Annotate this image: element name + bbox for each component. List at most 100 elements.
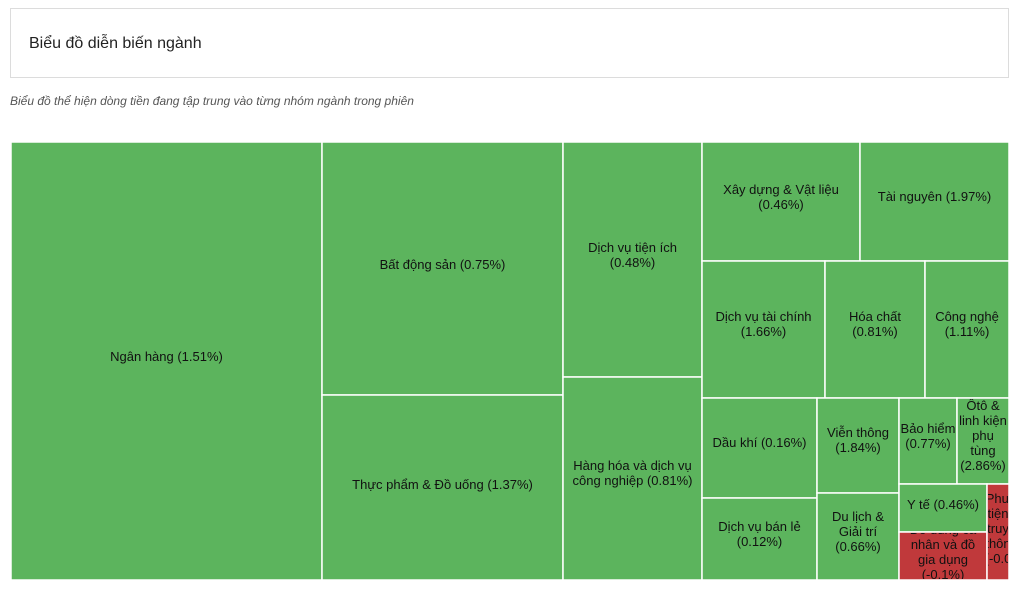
tile-hoa-chat[interactable]: Hóa chất (0.81%) [824, 260, 926, 399]
tile-label-cong-nghe: Công nghệ (1.11%) [935, 309, 999, 339]
tile-label-line: Hàng hóa và dịch vụ [573, 458, 692, 473]
tile-label-line: Dịch vụ tài chính [715, 309, 811, 324]
tile-label-line: (-0.0 [985, 551, 1012, 566]
tile-bat-dong-san[interactable]: Bất động sản (0.75%) [321, 141, 564, 396]
tile-label-line: Phư [986, 491, 1011, 506]
tile-label-phuong-tien: Phư tiện truy thôn (-0.0 [985, 491, 1012, 566]
tile-label-line: công nghiệp (0.81%) [573, 473, 693, 488]
tile-label-line: Bảo hiểm [901, 421, 956, 436]
tile-label-vien-thong: Viễn thông (1.84%) [827, 425, 889, 455]
tile-hang-hoa[interactable]: Hàng hóa và dịch vụ công nghiệp (0.81%) [562, 376, 703, 581]
tile-label-dich-vu-ban-le: Dịch vụ bán lẻ (0.12%) [718, 519, 800, 549]
tile-label-du-lich: Du lịch & Giải trí (0.66%) [832, 509, 884, 554]
tile-label-line: Ngân hàng (1.51%) [110, 349, 223, 364]
tile-label-line: (0.77%) [905, 436, 951, 451]
chart-header: Biểu đồ diễn biến ngành [10, 8, 1009, 78]
tile-label-line: Dịch vụ tiện ích [588, 240, 677, 255]
tile-label-thuc-pham: Thực phẩm & Đồ uống (1.37%) [352, 477, 533, 492]
tile-oto[interactable]: Ôtô & linh kiện phụ tùng (2.86%) [956, 397, 1010, 485]
tile-label-line: Viễn thông [827, 425, 889, 440]
tile-label-dau-khi: Dầu khí (0.16%) [713, 435, 807, 450]
tile-label-y-te: Y tế (0.46%) [907, 497, 979, 512]
tile-label-line: Dầu khí (0.16%) [713, 435, 807, 450]
tile-label-xay-dung: Xây dựng & Vật liệu (0.46%) [723, 182, 839, 212]
tile-rect-du-lich[interactable] [816, 492, 900, 581]
tile-rect-cong-nghe[interactable] [924, 260, 1010, 399]
tile-label-line: (0.48%) [610, 255, 656, 270]
tile-bao-hiem[interactable]: Bảo hiểm (0.77%) [898, 397, 958, 485]
tile-dich-vu-ban-le[interactable]: Dịch vụ bán lẻ (0.12%) [701, 497, 818, 581]
page-title: Biểu đồ diễn biến ngành [29, 35, 202, 52]
tile-label-line: (1.66%) [741, 324, 787, 339]
tile-dau-khi[interactable]: Dầu khí (0.16%) [701, 397, 818, 499]
tile-label-line: (0.66%) [835, 539, 881, 554]
tile-label-dich-vu-tien-ich: Dịch vụ tiện ích (0.48%) [588, 240, 677, 270]
tile-rect-thuc-pham[interactable] [321, 394, 564, 581]
tile-rect-bat-dong-san[interactable] [321, 141, 564, 396]
tile-label-line: (1.11%) [945, 324, 990, 339]
tile-label-line: tùng [970, 443, 995, 458]
tile-label-line: (1.84%) [835, 440, 881, 455]
tile-rect-oto[interactable] [956, 397, 1010, 485]
tile-label-line: Hóa chất [849, 309, 901, 324]
tile-cong-nghe[interactable]: Công nghệ (1.11%) [924, 260, 1010, 399]
tile-label-line: linh kiện [959, 413, 1007, 428]
tile-rect-dich-vu-ban-le[interactable] [701, 497, 818, 581]
tile-label-dich-vu-tai-chinh: Dịch vụ tài chính (1.66%) [715, 309, 811, 339]
tile-vien-thong[interactable]: Viễn thông (1.84%) [816, 397, 900, 494]
tile-label-line: (2.86%) [960, 458, 1006, 473]
tile-label-line: Công nghệ [935, 309, 999, 324]
tile-label-line: Du lịch & [832, 509, 884, 524]
tile-rect-xay-dung[interactable] [701, 141, 861, 262]
tile-dich-vu-tai-chinh[interactable]: Dịch vụ tài chính (1.66%) [701, 260, 826, 399]
tile-rect-dau-khi[interactable] [701, 397, 818, 499]
tile-label-line: Dịch vụ bán lẻ [718, 519, 800, 534]
tile-label-line: tiện [988, 506, 1009, 521]
tile-rect-tai-nguyen[interactable] [859, 141, 1010, 262]
tile-label-bao-hiem: Bảo hiểm (0.77%) [901, 421, 956, 451]
chart-subtitle: Biểu đồ thể hiện dòng tiền đang tập trun… [10, 94, 414, 108]
tile-label-line: Bất động sản (0.75%) [380, 257, 506, 272]
tile-rect-hang-hoa[interactable] [562, 376, 703, 581]
tile-rect-bao-hiem[interactable] [898, 397, 958, 485]
tile-tai-nguyen[interactable]: Tài nguyên (1.97%) [859, 141, 1010, 262]
tile-label-bat-dong-san: Bất động sản (0.75%) [380, 257, 506, 272]
tile-label-line: nhân và đồ [911, 537, 975, 552]
tile-phuong-tien[interactable]: Phư tiện truy thôn (-0.0 [985, 483, 1012, 581]
tile-label-line: (0.81%) [852, 324, 898, 339]
tile-label-oto: Ôtô & linh kiện phụ tùng (2.86%) [959, 398, 1007, 473]
tile-label-line: phụ [972, 428, 994, 443]
tile-label-line: Ôtô & [966, 398, 1000, 413]
tile-label-line: Giải trí [839, 524, 878, 539]
tile-label-line: Xây dựng & Vật liệu [723, 182, 839, 197]
tile-rect-do-dung[interactable] [898, 531, 988, 581]
tile-label-line: Tài nguyên (1.97%) [878, 189, 991, 204]
tile-label-hoa-chat: Hóa chất (0.81%) [849, 309, 901, 339]
tile-label-line: (0.12%) [737, 534, 783, 549]
tile-label-line: Y tế (0.46%) [907, 497, 979, 512]
tile-rect-phuong-tien[interactable] [986, 483, 1010, 581]
tile-dich-vu-tien-ich[interactable]: Dịch vụ tiện ích (0.48%) [562, 141, 703, 378]
tile-rect-dich-vu-tai-chinh[interactable] [701, 260, 826, 399]
tile-label-line: truy [987, 521, 1009, 536]
tile-label-line: Thực phẩm & Đồ uống (1.37%) [352, 477, 533, 492]
tile-y-te[interactable]: Y tế (0.46%) [898, 483, 988, 533]
tile-label-line: (0.46%) [758, 197, 804, 212]
tile-label-ngan-hang: Ngân hàng (1.51%) [110, 349, 223, 364]
tile-ngan-hang[interactable]: Ngân hàng (1.51%) [10, 141, 323, 581]
tile-label-tai-nguyen: Tài nguyên (1.97%) [878, 189, 991, 204]
tile-rect-vien-thong[interactable] [816, 397, 900, 494]
tile-xay-dung[interactable]: Xây dựng & Vật liệu (0.46%) [701, 141, 861, 262]
tile-rect-dich-vu-tien-ich[interactable] [562, 141, 703, 378]
tile-rect-hoa-chat[interactable] [824, 260, 926, 399]
tile-label-line: gia dụng [918, 552, 968, 567]
tile-label-line: thôn [985, 536, 1010, 551]
tile-label-line: Đồ dùng cá [910, 522, 977, 537]
tile-label-hang-hoa: Hàng hóa và dịch vụ công nghiệp (0.81%) [573, 458, 693, 488]
tile-du-lich[interactable]: Du lịch & Giải trí (0.66%) [816, 492, 900, 581]
tile-thuc-pham[interactable]: Thực phẩm & Đồ uống (1.37%) [321, 394, 564, 581]
tile-label-line: (-0.1%) [922, 567, 965, 582]
